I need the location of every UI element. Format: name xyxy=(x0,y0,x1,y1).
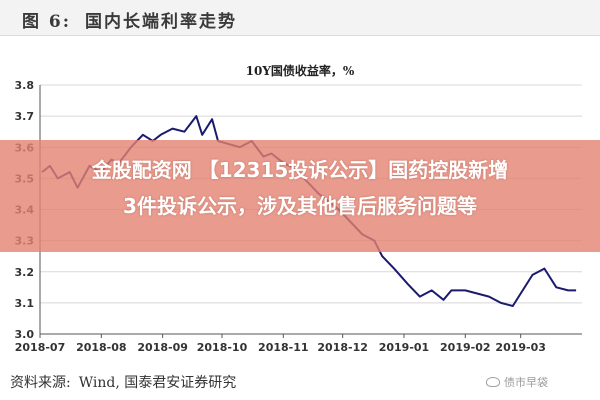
figure-header: 图 6: 国内长端利率走势 xyxy=(0,0,600,36)
x-tick-label: 2018-10 xyxy=(197,341,248,354)
source-note: 资料来源: Wind, 国泰君安证券研究 xyxy=(10,372,236,392)
figure-title: 国内长端利率走势 xyxy=(85,12,238,32)
x-tick-label: 2018-08 xyxy=(76,341,127,354)
source-value: Wind, 国泰君安证券研究 xyxy=(78,375,237,391)
banner-line-2: 3件投诉公示，涉及其他售后服务问题等 xyxy=(123,194,477,218)
x-tick-label: 2018-09 xyxy=(137,341,188,354)
wechat-icon xyxy=(486,377,500,387)
x-tick-label: 2018-07 xyxy=(15,341,66,354)
chart-title: 10Y国债收益率，% xyxy=(245,64,355,78)
x-tick-label: 2019-03 xyxy=(495,341,546,354)
source-label: 资料来源: xyxy=(10,375,71,391)
y-tick-label: 3.2 xyxy=(15,266,35,279)
x-tick-label: 2018-11 xyxy=(258,341,309,354)
x-tick-label: 2018-12 xyxy=(317,341,368,354)
y-tick-label: 3.8 xyxy=(15,79,35,92)
x-tick-label: 2019-02 xyxy=(440,341,491,354)
figure-heading: 图 6: 国内长端利率走势 xyxy=(22,7,237,32)
banner-headline[interactable]: 金股配资网 【12315投诉公示】国药控股新增 3件投诉公示，涉及其他售后服务问… xyxy=(0,152,600,224)
y-tick-label: 3.0 xyxy=(15,328,35,341)
figure-label: 图 6: xyxy=(22,12,72,32)
x-tick-label: 2019-01 xyxy=(379,341,430,354)
watermark-text: 债市早袋 xyxy=(504,376,548,389)
banner-line-1: 金股配资网 【12315投诉公示】国药控股新增 xyxy=(91,158,509,182)
watermark: 债市早袋 xyxy=(486,374,548,390)
overlay-banner[interactable] xyxy=(0,140,600,252)
y-tick-label: 3.1 xyxy=(15,297,35,310)
y-tick-label: 3.7 xyxy=(15,110,35,123)
